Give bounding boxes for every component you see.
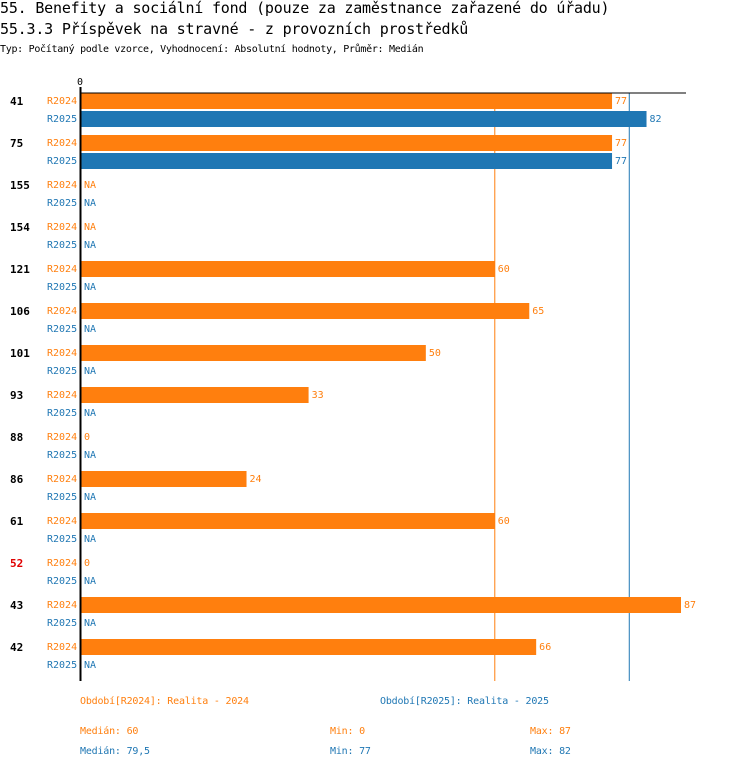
series-label: R2024 xyxy=(47,96,77,107)
category-label: 121 xyxy=(10,263,30,276)
data-label: 50 xyxy=(429,348,441,359)
bar xyxy=(81,93,613,109)
data-label: 60 xyxy=(498,516,510,527)
category-label: 88 xyxy=(10,431,23,444)
data-label: 0 xyxy=(84,558,90,569)
stat-median-2025: Medián: 79,5 xyxy=(80,746,150,757)
data-label: 82 xyxy=(650,114,662,125)
na-label: NA xyxy=(84,576,96,587)
na-label: NA xyxy=(84,618,96,629)
bar xyxy=(81,345,426,361)
na-label: NA xyxy=(84,222,96,233)
data-label: 33 xyxy=(312,390,324,401)
stat-min-2025: Min: 77 xyxy=(330,746,371,757)
na-label: NA xyxy=(84,534,96,545)
series-label: R2025 xyxy=(47,408,77,419)
stat-max-2024: Max: 87 xyxy=(530,726,571,737)
na-label: NA xyxy=(84,492,96,503)
series-label: R2024 xyxy=(47,306,77,317)
bar xyxy=(81,111,647,127)
stat-median-2024: Medián: 60 xyxy=(80,726,139,737)
series-label: R2024 xyxy=(47,138,77,149)
series-label: R2024 xyxy=(47,432,77,443)
na-label: NA xyxy=(84,450,96,461)
na-label: NA xyxy=(84,198,96,209)
category-label: 42 xyxy=(10,641,23,654)
na-label: NA xyxy=(84,408,96,419)
series-label: R2025 xyxy=(47,576,77,587)
stat-max-2025: Max: 82 xyxy=(530,746,571,757)
category-label: 52 xyxy=(10,557,23,570)
data-label: 60 xyxy=(498,264,510,275)
series-label: R2025 xyxy=(47,156,77,167)
bar-chart: 41 R2024 77 R2025 82 75 R2024 77 R2025 77 155 R2024… xyxy=(10,77,696,681)
series-label: R2024 xyxy=(47,474,77,485)
series-label: R2024 xyxy=(47,558,77,569)
legend-period-2025: Období[R2025]: Realita - 2025 xyxy=(380,696,549,707)
chart-title: 55. Benefity a sociální fond (pouze za z… xyxy=(0,0,610,17)
series-label: R2025 xyxy=(47,114,77,125)
chart-info: Typ: Počítaný podle vzorce, Vyhodnocení:… xyxy=(0,44,424,55)
series-label: R2025 xyxy=(47,366,77,377)
data-label: 66 xyxy=(539,642,551,653)
category-label: 86 xyxy=(10,473,24,486)
bar xyxy=(81,303,530,319)
bar xyxy=(81,135,613,151)
series-label: R2024 xyxy=(47,516,77,527)
chart-subtitle: 55.3.3 Příspěvek na stravné - z provozní… xyxy=(0,20,469,38)
na-label: NA xyxy=(84,180,96,191)
bar xyxy=(81,261,495,277)
category-label: 155 xyxy=(10,179,30,192)
stat-min-2024: Min: 0 xyxy=(330,726,365,737)
data-label: 77 xyxy=(615,138,627,149)
na-label: NA xyxy=(84,660,96,671)
bar xyxy=(81,597,681,613)
data-label: 77 xyxy=(615,96,627,107)
series-label: R2024 xyxy=(47,222,77,233)
series-label: R2025 xyxy=(47,324,77,335)
bar xyxy=(81,639,537,655)
na-label: NA xyxy=(84,240,96,251)
category-label: 41 xyxy=(10,95,24,108)
na-label: NA xyxy=(84,324,96,335)
series-label: R2024 xyxy=(47,390,77,401)
data-label: 24 xyxy=(250,474,262,485)
series-label: R2025 xyxy=(47,282,77,293)
na-label: NA xyxy=(84,282,96,293)
category-label: 75 xyxy=(10,137,23,150)
series-label: R2024 xyxy=(47,348,77,359)
bar xyxy=(81,153,613,169)
data-label: 77 xyxy=(615,156,627,167)
series-label: R2024 xyxy=(47,180,77,191)
data-label: 65 xyxy=(532,306,544,317)
series-label: R2025 xyxy=(47,660,77,671)
series-label: R2024 xyxy=(47,642,77,653)
category-label: 61 xyxy=(10,515,24,528)
category-label: 106 xyxy=(10,305,30,318)
category-label: 101 xyxy=(10,347,30,360)
series-label: R2024 xyxy=(47,264,77,275)
na-label: NA xyxy=(84,366,96,377)
series-label: R2025 xyxy=(47,198,77,209)
series-label: R2024 xyxy=(47,600,77,611)
category-label: 93 xyxy=(10,389,23,402)
category-label: 43 xyxy=(10,599,23,612)
data-label: 87 xyxy=(684,600,696,611)
series-label: R2025 xyxy=(47,450,77,461)
data-label: 0 xyxy=(84,432,90,443)
series-label: R2025 xyxy=(47,492,77,503)
legend-period-2024: Období[R2024]: Realita - 2024 xyxy=(80,696,249,707)
bar xyxy=(81,513,495,529)
series-label: R2025 xyxy=(47,240,77,251)
bar xyxy=(81,387,309,403)
category-label: 154 xyxy=(10,221,30,234)
bar xyxy=(81,471,247,487)
x-tick-label: 0 xyxy=(77,77,83,88)
series-label: R2025 xyxy=(47,618,77,629)
series-label: R2025 xyxy=(47,534,77,545)
